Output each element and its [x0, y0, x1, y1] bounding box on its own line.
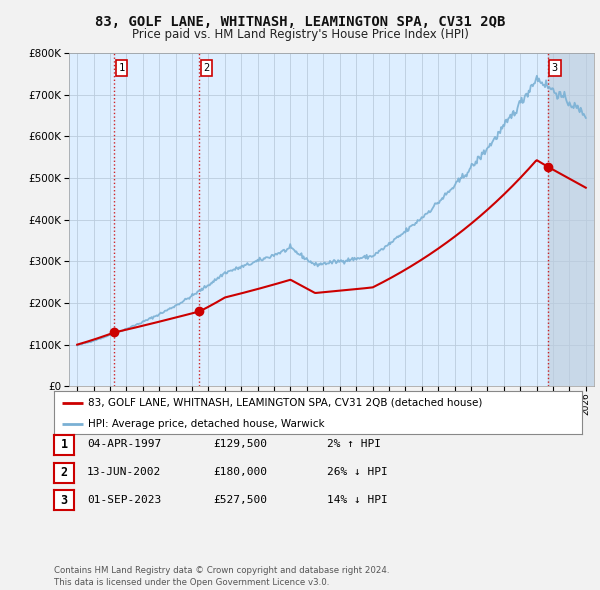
- Text: 2: 2: [203, 63, 210, 73]
- Text: £129,500: £129,500: [213, 440, 267, 449]
- Text: Contains HM Land Registry data © Crown copyright and database right 2024.
This d: Contains HM Land Registry data © Crown c…: [54, 566, 389, 587]
- Text: £527,500: £527,500: [213, 495, 267, 504]
- Text: Price paid vs. HM Land Registry's House Price Index (HPI): Price paid vs. HM Land Registry's House …: [131, 28, 469, 41]
- Text: 2: 2: [61, 466, 68, 479]
- Text: 83, GOLF LANE, WHITNASH, LEAMINGTON SPA, CV31 2QB: 83, GOLF LANE, WHITNASH, LEAMINGTON SPA,…: [95, 15, 505, 29]
- Text: 1: 1: [118, 63, 124, 73]
- Text: 14% ↓ HPI: 14% ↓ HPI: [327, 495, 388, 504]
- Text: £180,000: £180,000: [213, 467, 267, 477]
- Text: 3: 3: [61, 494, 68, 507]
- Text: 13-JUN-2002: 13-JUN-2002: [87, 467, 161, 477]
- Text: 01-SEP-2023: 01-SEP-2023: [87, 495, 161, 504]
- Bar: [548, 53, 594, 386]
- Text: 3: 3: [551, 63, 558, 73]
- Text: 2% ↑ HPI: 2% ↑ HPI: [327, 440, 381, 449]
- Text: 04-APR-1997: 04-APR-1997: [87, 440, 161, 449]
- Text: 1: 1: [61, 438, 68, 451]
- Text: HPI: Average price, detached house, Warwick: HPI: Average price, detached house, Warw…: [88, 419, 325, 430]
- Text: 26% ↓ HPI: 26% ↓ HPI: [327, 467, 388, 477]
- Text: 83, GOLF LANE, WHITNASH, LEAMINGTON SPA, CV31 2QB (detached house): 83, GOLF LANE, WHITNASH, LEAMINGTON SPA,…: [88, 398, 482, 408]
